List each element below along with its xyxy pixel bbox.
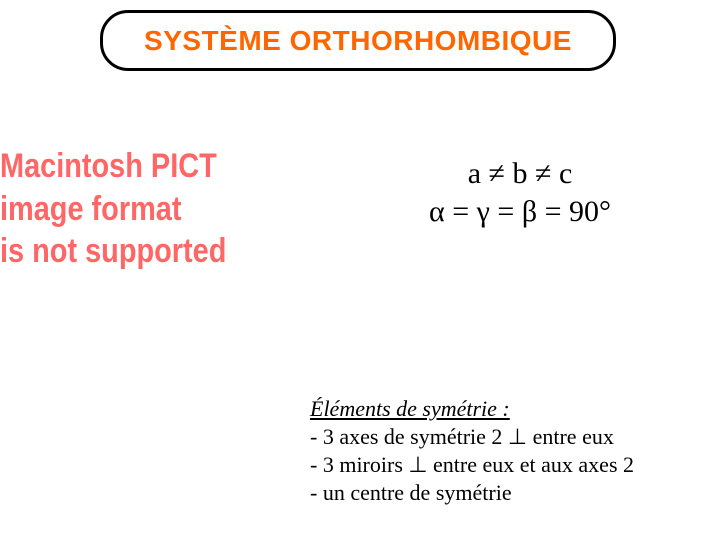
symmetry-item-3: - un centre de symétrie [310,479,710,507]
placeholder-line-1: Macintosh PICT [0,145,238,188]
formula-line-1: a ≠ b ≠ c [360,155,680,193]
formula-block: a ≠ b ≠ c α = γ = β = 90° [360,155,680,230]
placeholder-line-2: image format [0,188,238,231]
symmetry-heading: Éléments de symétrie : [310,395,710,423]
pict-placeholder: Macintosh PICT image format is not suppo… [0,145,238,273]
formula-line-2: α = γ = β = 90° [360,193,680,231]
title-text: SYSTÈME ORTHORHOMBIQUE [144,25,572,57]
symmetry-block: Éléments de symétrie : - 3 axes de symét… [310,395,710,508]
slide: SYSTÈME ORTHORHOMBIQUE Macintosh PICT im… [0,0,720,540]
placeholder-line-3: is not supported [0,230,238,273]
symmetry-item-1: - 3 axes de symétrie 2 ⊥ entre eux [310,423,710,451]
title-box: SYSTÈME ORTHORHOMBIQUE [100,10,616,71]
symmetry-item-2: - 3 miroirs ⊥ entre eux et aux axes 2 [310,451,710,479]
